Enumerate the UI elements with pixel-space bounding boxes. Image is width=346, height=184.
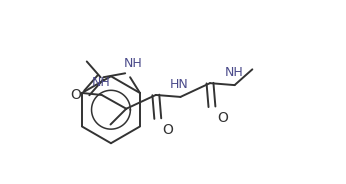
Text: NH: NH <box>224 66 243 79</box>
Text: O: O <box>163 123 174 137</box>
Text: HN: HN <box>170 78 189 91</box>
Text: NH: NH <box>124 57 143 70</box>
Text: NH: NH <box>91 76 110 89</box>
Text: O: O <box>70 88 81 102</box>
Text: O: O <box>217 111 228 125</box>
